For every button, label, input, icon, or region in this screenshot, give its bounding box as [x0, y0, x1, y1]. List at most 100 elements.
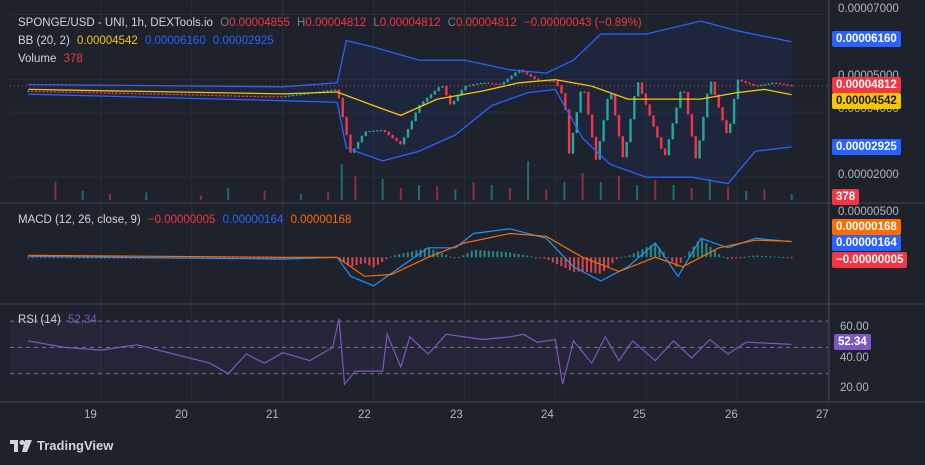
macd-histogram-bar	[688, 251, 691, 258]
macd-histogram-bar	[423, 248, 426, 258]
bb-upper-badge: 0.00006160	[832, 31, 901, 47]
time-label: 20	[175, 409, 188, 421]
volume-bar	[340, 164, 343, 200]
candle-body	[134, 93, 137, 95]
candle-body	[372, 130, 375, 132]
macd-histogram-bar	[696, 241, 699, 258]
rsi-badge: 52.34	[834, 334, 871, 350]
volume-bar	[672, 185, 675, 200]
bb-label: BB (20, 2)	[18, 35, 70, 47]
volume-bar	[399, 188, 402, 200]
macd-histogram-bar	[432, 249, 435, 258]
candle-body	[157, 93, 160, 95]
rsi-label: RSI (14)	[18, 314, 61, 326]
macd-histogram-bar	[61, 257, 64, 259]
volume-bar	[227, 188, 230, 200]
rsi-tick: 60.00	[840, 321, 869, 333]
macd-histogram-bar	[628, 255, 631, 258]
candle-body	[640, 82, 644, 94]
macd-histogram-bar	[513, 253, 516, 258]
candle-body	[165, 93, 168, 95]
candle-body	[475, 83, 479, 85]
macd-histogram-bar	[585, 257, 588, 273]
candle-body	[65, 91, 68, 93]
macd-histogram-bar	[351, 257, 354, 267]
candle-body	[383, 130, 387, 132]
candle-body	[437, 87, 440, 91]
axes	[0, 0, 925, 403]
candle-body	[341, 98, 344, 117]
candle-body	[483, 83, 486, 85]
candle-body	[42, 91, 45, 93]
candle-body	[107, 92, 110, 94]
candle-body	[264, 96, 268, 98]
price-tick: 0.00007000	[838, 3, 899, 15]
macd-histogram-bar	[385, 257, 388, 260]
candle-body	[752, 84, 755, 86]
macd-legend[interactable]: MACD (12, 26, close, 9) −0.00000005 0.00…	[18, 213, 355, 227]
candle-body	[625, 142, 628, 158]
candle-body	[755, 85, 759, 87]
candle-body	[663, 148, 667, 156]
candle-body	[418, 105, 421, 113]
macd-histogram-bar	[253, 257, 256, 260]
candle-body	[119, 92, 122, 94]
candle-body	[594, 137, 598, 160]
candle-body	[656, 126, 659, 138]
candle-body	[330, 90, 333, 92]
candle-body	[414, 112, 417, 122]
candle-body	[53, 91, 57, 93]
price-candles	[26, 69, 793, 160]
volume-bar	[454, 189, 457, 200]
candle-body	[326, 90, 329, 92]
candle-body	[172, 94, 176, 96]
candle-body	[26, 90, 30, 92]
volume-legend[interactable]: Volume 378	[18, 52, 87, 66]
macd-histogram-bar	[338, 257, 341, 259]
candle-body	[38, 91, 41, 93]
candle-body	[299, 94, 302, 96]
candle-body	[433, 90, 437, 95]
macd-histogram-bar	[86, 257, 89, 259]
macd-histogram-bar	[598, 257, 601, 274]
candle-body	[30, 90, 34, 92]
grid-lines	[0, 0, 925, 400]
macd-histogram-bar	[730, 257, 733, 259]
macd-tick: 0.00000500	[838, 206, 899, 218]
macd-histogram-bar	[466, 253, 469, 258]
rsi-legend[interactable]: RSI (14) 52.34	[18, 313, 101, 327]
candle-body	[472, 84, 475, 86]
candle-body	[284, 96, 287, 98]
candle-body	[610, 94, 613, 100]
volume-bar	[436, 186, 439, 200]
macd-histogram-bar	[701, 239, 704, 258]
macd-histogram-bar	[547, 257, 550, 261]
macd-histogram-bar	[291, 257, 294, 259]
macd-histogram-bar	[747, 256, 750, 258]
time-label: 21	[266, 409, 279, 421]
candle-body	[257, 96, 260, 98]
macd-histogram-bar	[679, 257, 682, 263]
macd-histogram-bar	[35, 257, 38, 259]
macd-histogram-bar	[393, 255, 396, 258]
macd-histogram-bar	[654, 243, 657, 258]
macd-histogram-bar	[620, 256, 623, 258]
candle-body	[675, 107, 678, 124]
rsi-line	[28, 318, 792, 386]
candle-body	[368, 131, 371, 133]
candle-body	[448, 95, 452, 105]
macd-histogram-bar	[504, 252, 507, 258]
macd-histogram-bar	[445, 254, 448, 258]
macd-histogram-bar	[112, 257, 115, 259]
macd-histogram-bar	[347, 257, 350, 265]
candle-body	[487, 83, 490, 85]
candle-body	[729, 123, 732, 133]
tradingview-logo[interactable]: TradingView	[10, 438, 113, 453]
macd-signal-value: 0.00000168	[290, 214, 352, 226]
change-value: −0.00000043 (−0.89%)	[523, 17, 642, 29]
candle-body	[130, 93, 133, 95]
macd-histogram-bar	[521, 254, 524, 258]
candle-body	[153, 93, 156, 95]
bb-legend[interactable]: BB (20, 2) 0.00004542 0.00006160 0.00002…	[18, 34, 278, 48]
